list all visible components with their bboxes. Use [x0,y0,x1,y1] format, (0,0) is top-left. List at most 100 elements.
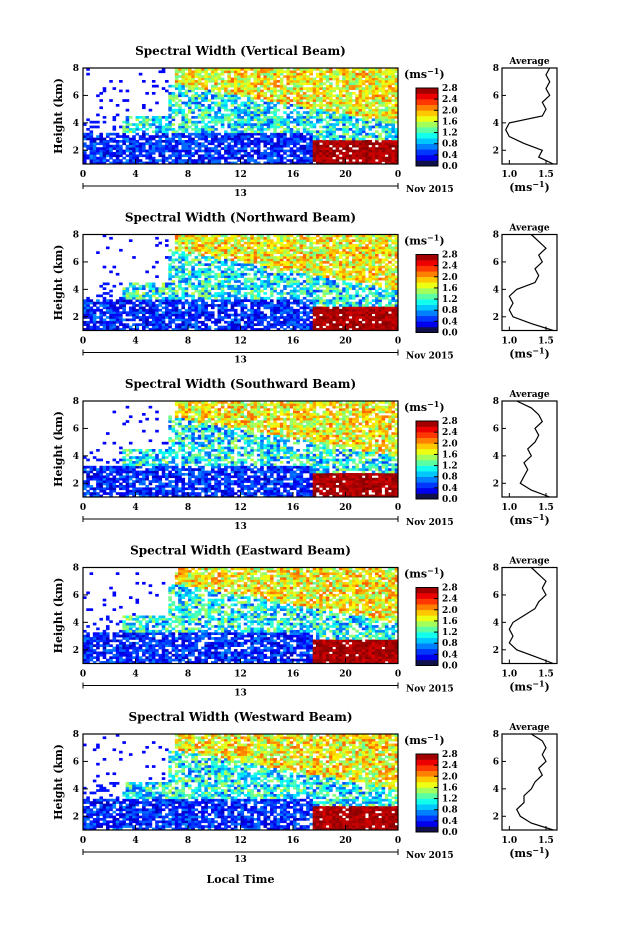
heatmap-cell [302,284,307,288]
heatmap-cell [309,256,313,259]
heatmap-cell [230,320,235,324]
heatmap-cell [174,316,179,319]
heatmap-cell [181,72,186,76]
heatmap-cell [151,84,156,88]
heatmap-cell [125,294,130,298]
heatmap-cell [306,306,310,310]
heatmap-cell [309,320,313,324]
heatmap-cell [233,287,238,290]
heatmap-cell [207,251,212,254]
heatmap-cell [256,323,261,326]
heatmap-cell [335,116,340,119]
heatmap-cell [184,94,189,98]
heatmap-cell [279,92,284,95]
heatmap-cell [365,118,369,122]
heatmap-cell [279,89,284,93]
heatmap-cell [329,234,333,238]
heatmap-cell [365,147,369,150]
heatmap-cell [378,82,382,86]
heatmap-cell [322,270,327,274]
heatmap-cell [83,301,87,305]
heatmap-cell [168,311,172,314]
heatmap-cell [240,308,245,312]
heatmap-cell [279,268,284,271]
heatmap-cell [358,244,363,247]
heatmap-cell [335,287,340,290]
heatmap-cell [197,87,202,90]
heatmap-cell [289,308,294,312]
heatmap-cell [128,147,133,150]
heatmap-cell [283,304,287,307]
heatmap-cell [342,246,346,250]
heatmap-cell [112,304,117,307]
heatmap-cell [243,147,248,150]
heatmap-cell [289,152,294,155]
heatmap-cell [237,284,241,288]
heatmap-cell [247,135,251,138]
heatmap-cell [151,292,156,295]
heatmap-cell [174,234,179,238]
heatmap-cell [302,270,307,274]
heatmap-cell [348,320,353,324]
heatmap-cell [247,161,251,165]
heatmap-cell [204,72,208,76]
heatmap-cell [286,308,291,312]
heatmap-cell [237,80,241,83]
heatmap-cell [273,92,277,95]
heatmap-cell [345,316,350,319]
heatmap-cell [279,306,284,310]
heatmap-cell [83,149,87,153]
heatmap-cell [296,87,300,90]
heatmap-cell [204,68,208,71]
heatmap-cell [329,108,333,112]
heatmap-cell [299,135,304,138]
heatmap-cell [293,270,297,274]
heatmap-cell [302,289,307,293]
heatmap-cell [217,161,222,165]
heatmap-cell [181,318,186,322]
heatmap-cell [155,101,159,105]
heatmap-cell [145,311,149,314]
heatmap-cell [207,241,212,245]
heatmap-cell [233,70,238,74]
heatmap-cell [99,161,103,165]
month-label: Nov 2015 [406,185,454,195]
heatmap-cell [332,130,336,134]
heatmap-cell [115,306,120,310]
heatmap-cell [299,99,304,102]
heatmap-cell [375,147,379,150]
heatmap-cell [375,84,379,88]
heatmap-cell [296,301,300,305]
heatmap-cell [178,89,182,93]
heatmap-cell [233,161,238,165]
heatmap-cell [299,244,304,247]
heatmap-cell [158,116,163,119]
heatmap-cell [342,287,346,290]
heatmap-cell [247,308,251,312]
heatmap-cell [158,318,163,322]
heatmap-cell [266,258,271,262]
heatmap-cell [201,289,205,293]
heatmap-cell [178,106,182,110]
heatmap-cell [165,299,169,302]
heatmap-cell [217,328,222,331]
heatmap-cell [273,154,277,158]
heatmap-cell [197,130,202,134]
heatmap-cell [233,241,238,245]
heatmap-cell [375,123,379,126]
heatmap-cell [168,287,172,290]
heatmap-cell [381,149,386,153]
heatmap-cell [279,313,284,317]
heatmap-cell [279,96,284,100]
heatmap-cell [306,263,310,266]
heatmap-cell [342,161,346,165]
heatmap-cell [174,140,179,143]
heatmap-cell [119,89,123,93]
heatmap-cell [109,316,113,319]
heatmap-cell [171,118,176,122]
heatmap-cell [361,263,366,266]
heatmap-cell [178,149,182,153]
heatmap-cell [112,118,117,122]
heatmap-cell [191,234,195,238]
heatmap-cell [279,248,284,252]
